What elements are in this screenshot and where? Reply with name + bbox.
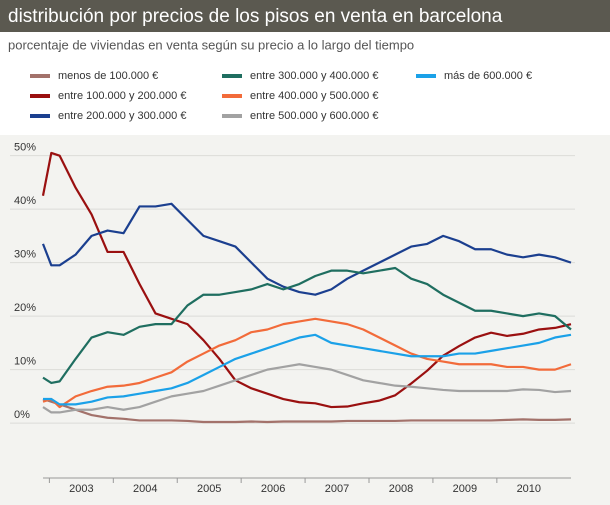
y-tick-label: 10%: [14, 356, 36, 368]
series-line: [42, 317, 572, 409]
x-tick-label: 2004: [133, 483, 157, 495]
y-tick-label: 40%: [14, 195, 36, 207]
series-line: [42, 266, 572, 385]
legend-label: entre 400.000 y 500.000 €: [250, 90, 378, 102]
series-line: [41, 202, 572, 296]
legend-label: entre 300.000 y 400.000 €: [250, 70, 378, 82]
legend-label: entre 500.000 y 600.000 €: [250, 110, 378, 122]
chart-subtitle: porcentaje de viviendas en venta según s…: [8, 37, 414, 52]
x-tick-label: 2003: [69, 483, 93, 495]
series-line: [42, 397, 572, 424]
x-tick-label: 2008: [389, 483, 413, 495]
x-tick-label: 2006: [261, 483, 285, 495]
y-tick-label: 0%: [14, 409, 30, 421]
y-tick-label: 20%: [14, 302, 36, 314]
legend-label: menos de 100.000 €: [58, 70, 158, 82]
x-tick-label: 2009: [453, 483, 477, 495]
legend-label: entre 100.000 y 200.000 €: [58, 90, 186, 102]
x-tick-label: 2007: [325, 483, 349, 495]
x-tick-label: 2005: [197, 483, 221, 495]
series-line: [41, 151, 572, 409]
series-line: [42, 363, 572, 414]
chart-title: distribución por precios de los pisos en…: [8, 6, 503, 27]
y-tick-label: 30%: [14, 249, 36, 261]
title-bar: [0, 0, 610, 32]
series-line: [43, 333, 572, 406]
x-tick-label: 2010: [517, 483, 541, 495]
y-tick-label: 50%: [14, 142, 36, 154]
legend-label: más de 600.000 €: [444, 70, 532, 82]
legend-label: entre 200.000 y 300.000 €: [58, 110, 186, 122]
